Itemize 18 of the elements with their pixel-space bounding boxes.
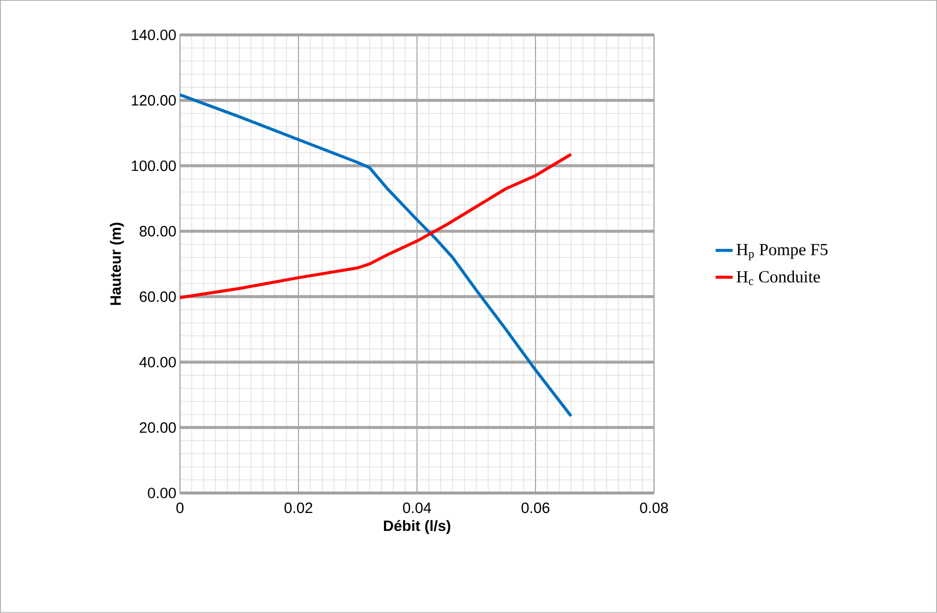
y-axis-title: Hauteur (m)	[110, 222, 124, 305]
y-tick-label: 100.00	[132, 160, 176, 172]
y-tick-label: 40.00	[139, 356, 176, 368]
legend-label: H$_{c}$ Conduite	[736, 270, 820, 286]
y-tick-label: 0.00	[148, 488, 176, 498]
x-tick-label: 0.06	[522, 502, 550, 514]
y-tick-label: 20.00	[140, 422, 176, 433]
x-tick-label: 0.08	[640, 502, 668, 514]
y-tick-label: 60.00	[140, 291, 176, 302]
y-tick-label: 80.00	[140, 226, 176, 237]
x-tick-label: 0	[176, 502, 184, 514]
x-tick-label: 0.04	[403, 502, 432, 514]
y-tick-label: 120.00	[132, 95, 176, 106]
x-axis-title: Débit (l/s)	[384, 520, 450, 534]
x-tick-label: 0.02	[284, 502, 312, 514]
line-series	[180, 93, 573, 418]
legend-label: H$_{p}$ Pompe F5	[736, 244, 828, 260]
y-tick-label: 140.00	[132, 30, 176, 40]
